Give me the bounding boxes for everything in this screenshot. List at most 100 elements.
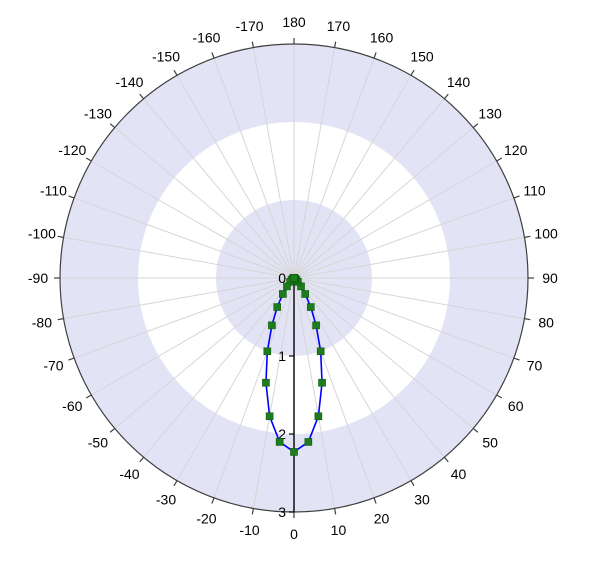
angular-gridline [252, 277, 295, 509]
angular-gridline [73, 197, 295, 279]
angle-tick-label: 100 [534, 226, 558, 242]
angular-gridline [293, 236, 525, 279]
angle-tick-label: -20 [196, 511, 216, 527]
angle-tick-label: 120 [504, 142, 528, 158]
angle-tick-label: -150 [152, 48, 180, 64]
angle-tick-label: 60 [508, 398, 524, 414]
angle-tick-label: 110 [523, 182, 546, 198]
angle-tick-mark [496, 394, 503, 399]
angle-tick-mark [496, 157, 503, 162]
radial-axis: 0 1 2 3 [278, 270, 295, 520]
angular-gridline [293, 277, 515, 359]
angle-tick-label: 10 [331, 522, 347, 538]
angle-tick-label: 0 [290, 526, 298, 542]
angular-gridline [293, 75, 412, 279]
radial-tick-label: 3 [278, 504, 286, 520]
angle-tick-mark [139, 93, 145, 100]
angular-gridline [143, 98, 295, 279]
series-point-marker [304, 438, 313, 446]
angle-tick-label: 30 [414, 492, 430, 508]
angle-tick-label: -130 [84, 105, 112, 121]
angle-tick-label: -10 [239, 522, 259, 538]
angular-gridline [176, 277, 295, 481]
angular-gridline [114, 277, 295, 429]
angle-tick-mark [472, 123, 479, 129]
series-point-marker [283, 282, 291, 291]
series-point-marker [316, 347, 325, 356]
angle-tick-mark [524, 318, 531, 321]
angular-gridline [293, 127, 474, 279]
angle-tick-label: -40 [119, 466, 139, 482]
angular-gridline [293, 160, 497, 279]
series-point-marker [290, 448, 298, 456]
angle-tick-label: -170 [236, 18, 264, 34]
angle-tick-mark [472, 427, 479, 433]
angle-tick-mark [109, 427, 116, 433]
angle-tick-mark [443, 456, 449, 463]
angular-gridline [293, 47, 336, 279]
angle-tick-mark [57, 235, 64, 238]
angle-tick-mark [68, 357, 75, 361]
angular-gridline [293, 277, 445, 458]
angle-tick-mark [410, 69, 415, 76]
angle-tick-label: -80 [32, 314, 52, 330]
angle-tick-label: 140 [447, 74, 471, 90]
angular-gridline [91, 160, 295, 279]
angular-gridline [293, 277, 474, 429]
angle-tick-mark [109, 123, 116, 129]
angle-tick-mark [443, 93, 449, 100]
angular-gridline [63, 236, 295, 279]
angle-tick-mark [68, 195, 75, 199]
angle-tick-label: -60 [62, 398, 82, 414]
angle-tick-label: -90 [28, 270, 48, 286]
angular-gridline [143, 277, 295, 458]
angular-gridline [293, 277, 336, 509]
angular-gridline [293, 197, 515, 279]
angle-tick-mark [173, 480, 178, 487]
angle-tick-mark [513, 195, 520, 199]
angle-tick-mark [524, 235, 531, 238]
angle-tick-mark [373, 497, 377, 504]
angle-tick-label: 170 [327, 18, 351, 34]
series-point-marker [263, 347, 272, 356]
angular-gridline [73, 277, 295, 359]
series-point-marker [279, 290, 287, 298]
angle-tick-mark [334, 41, 337, 48]
angle-tick-mark [173, 69, 178, 76]
series-point-marker [290, 274, 298, 282]
angle-tick-label: -120 [58, 142, 86, 158]
angle-tick-mark [251, 508, 254, 515]
angular-gridline [293, 277, 525, 320]
angle-tick-mark [513, 357, 520, 361]
series-point-marker [301, 290, 309, 298]
radial-tick-label: 0 [278, 270, 286, 286]
angular-gridline [176, 75, 295, 279]
angle-tick-label: 40 [451, 466, 467, 482]
angle-tick-label: 90 [542, 270, 558, 286]
angular-gridline [213, 277, 295, 499]
radial-tick-label: 1 [278, 348, 286, 364]
angular-gridline [293, 98, 445, 279]
angle-tick-mark [334, 508, 337, 515]
angle-tick-label: 180 [282, 14, 306, 30]
angle-tick-label: 150 [410, 48, 434, 64]
angle-tick-label: 20 [374, 511, 390, 527]
data-series [262, 274, 326, 456]
angular-gridline [293, 277, 497, 396]
angular-gridline [293, 277, 412, 481]
angular-gridline [91, 277, 295, 396]
angular-gridline [293, 277, 375, 499]
angle-tick-label: -70 [43, 358, 63, 374]
angle-tick-mark [251, 41, 254, 48]
angle-tick-mark [85, 394, 92, 399]
angular-gridline [252, 47, 295, 279]
angle-tick-label: -30 [156, 492, 176, 508]
angular-gridline [63, 277, 295, 320]
series-point-marker [318, 378, 326, 387]
angle-tick-labels: 0 102030405060708090100110120130140150160… [28, 14, 558, 542]
angle-tick-mark [57, 318, 64, 321]
angle-tick-label: 80 [538, 314, 554, 330]
angle-tick-label: 160 [370, 29, 394, 45]
